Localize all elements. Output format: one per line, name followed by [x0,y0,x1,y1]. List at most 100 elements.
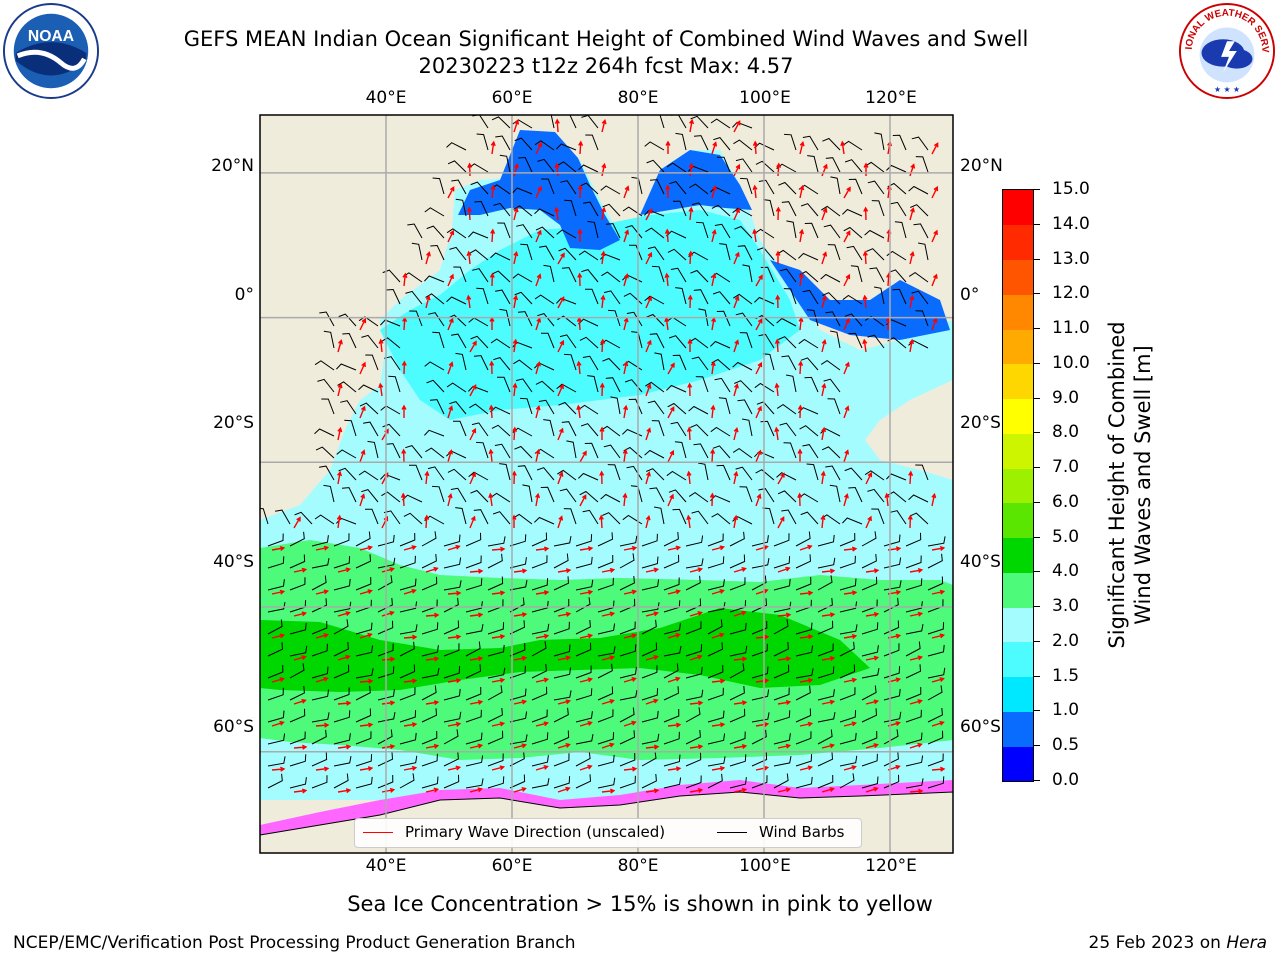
wind-barb [823,224,841,239]
wave-direction-arrow [733,251,740,265]
wind-barb [825,157,841,173]
wind-barb [817,643,834,657]
wind-barb [719,243,731,261]
wave-direction-arrow [865,786,879,793]
wind-barb [839,755,858,767]
wind-barb [509,688,527,701]
wind-barb [894,221,907,239]
wind-barb [711,204,731,217]
wind-barb [556,229,577,239]
wave-direction-arrow [293,744,308,750]
wave-direction-arrow [909,742,923,749]
wind-barb [355,754,373,767]
wind-barb [795,554,812,569]
wind-barb [289,754,307,767]
wind-barb [927,707,943,723]
wind-barb [470,489,489,503]
colorbar-tick-mark [1034,467,1040,469]
wave-direction-arrow [862,250,868,265]
wind-barb [579,490,599,503]
wave-direction-arrow [863,206,869,221]
wave-direction-arrow [579,494,587,507]
wind-barb [729,754,747,767]
wind-barb [817,597,833,613]
wave-direction-arrow [821,612,836,618]
wind-barb [333,773,349,789]
wind-barb [344,419,357,437]
wind-barb [333,533,350,547]
colorbar-tick-label: 5.0 [1052,526,1080,547]
wave-direction-arrow [799,228,805,243]
wind-barb [575,688,593,701]
wind-barb [707,642,724,657]
wave-direction-arrow [843,677,858,683]
wind-barb [455,352,467,371]
wave-direction-arrow [535,546,550,552]
wave-direction-arrow [425,612,440,618]
wave-direction-arrow [931,633,946,639]
wind-barb [535,226,555,239]
wind-barb [487,667,506,679]
wave-direction-arrow [689,744,704,750]
wave-direction-arrow [535,404,541,419]
wave-direction-arrow [491,677,506,683]
wind-barb [575,751,591,767]
wind-barb [358,316,379,327]
wind-barb [399,710,417,723]
colorbar-tick-mark [1034,745,1040,747]
wave-direction-arrow [645,744,660,750]
wave-direction-arrow [579,677,594,683]
wind-barb [754,382,775,393]
y-tick-left-20s: 20°S [213,413,254,433]
wind-barb [773,619,789,635]
wave-direction-arrow [865,699,880,705]
wind-barb [737,245,753,261]
wave-direction-arrow [821,382,827,397]
wind-barb [663,686,680,701]
wave-direction-arrow [799,590,814,596]
wave-direction-arrow [359,766,374,772]
wind-barb [776,403,797,415]
wind-barb [321,398,335,415]
wind-barb [795,576,812,591]
wave-direction-arrow [424,470,430,485]
wave-direction-arrow [821,295,827,309]
wind-barb [817,712,836,723]
wind-barb [386,288,401,305]
wind-barb [850,265,863,283]
wind-barb [905,601,923,613]
wind-barb [641,710,659,723]
wind-barb [754,296,775,305]
wind-barb [487,622,505,635]
wave-direction-arrow [490,228,496,243]
wave-direction-arrow [710,448,716,463]
wind-barb [693,135,709,151]
wind-barb [509,597,525,613]
wave-direction-arrow [401,404,407,418]
colorbar-tick-mark [1034,640,1040,642]
wind-barb [737,399,753,415]
wave-direction-arrow [931,317,938,331]
colorbar-tick-mark [1034,780,1040,781]
wind-barb [825,311,841,327]
wave-direction-arrow [557,339,565,353]
wave-direction-arrow [425,566,439,573]
wave-direction-arrow [557,786,571,793]
wave-direction-arrow [774,338,780,353]
wave-direction-arrow [557,655,572,661]
wind-barb [619,730,636,745]
wind-barb [289,645,308,657]
wind-barb [892,288,907,305]
colorbar-tick-mark [1034,432,1040,434]
wind-barb [336,363,357,371]
wave-direction-arrow [711,272,717,287]
wind-barb [844,467,863,481]
wind-barb [751,558,770,569]
wind-barb [267,733,286,745]
wind-barb [861,708,878,723]
wind-barb [602,203,621,217]
wave-direction-arrow [667,589,682,595]
wind-barb [927,753,944,767]
colorbar-tick-label: 7.0 [1052,457,1080,478]
wind-barb [763,199,775,217]
